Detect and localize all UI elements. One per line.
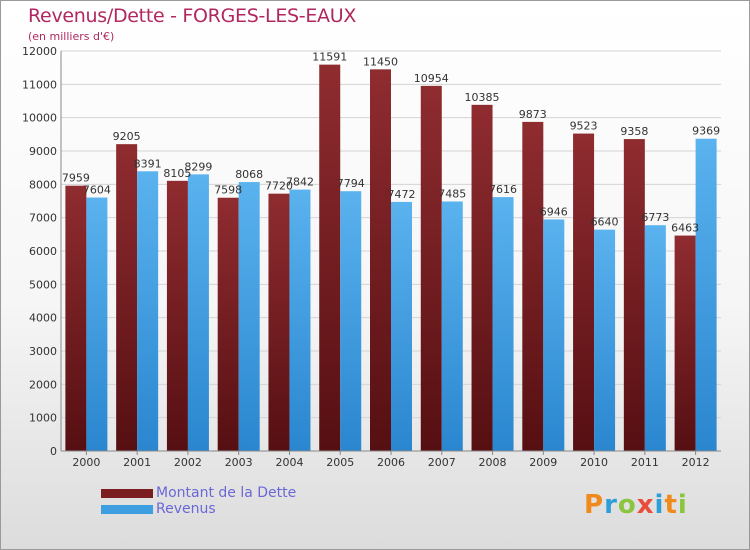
data-label-revenus: 7604: [83, 184, 111, 197]
data-label-dette: 10954: [414, 72, 449, 85]
bar-revenus: [695, 138, 717, 451]
x-tick-label: 2004: [275, 456, 303, 469]
y-tick-label: 0: [50, 445, 57, 458]
x-tick-label: 2003: [225, 456, 253, 469]
legend-swatch-revenus: [101, 505, 153, 514]
x-tick-label: 2008: [479, 456, 507, 469]
data-label-dette: 7959: [62, 172, 90, 185]
data-label-revenus: 8391: [134, 157, 162, 170]
y-tick-label: 12000: [22, 45, 57, 58]
y-tick-label: 4000: [29, 312, 57, 325]
bar-dette: [116, 144, 138, 451]
data-label-revenus: 6640: [591, 216, 619, 229]
legend-label-revenus: Revenus: [156, 501, 216, 517]
y-tick-label: 10000: [22, 112, 57, 125]
x-tick-label: 2007: [428, 456, 456, 469]
data-label-dette: 9523: [570, 120, 598, 133]
y-tick-label: 11000: [22, 78, 57, 91]
bar-dette: [573, 133, 595, 452]
y-tick-label: 5000: [29, 278, 57, 291]
data-label-revenus: 7485: [438, 188, 466, 201]
x-tick-label: 2011: [631, 456, 659, 469]
data-label-revenus: 7472: [388, 188, 416, 201]
bar-dette: [217, 197, 239, 451]
bar-revenus: [289, 189, 311, 451]
x-tick-label: 2009: [529, 456, 557, 469]
x-tick-label: 2010: [580, 456, 608, 469]
bar-revenus: [543, 219, 565, 451]
legend-label-dette: Montant de la Dette: [156, 485, 297, 501]
data-label-dette: 8105: [163, 167, 191, 180]
x-tick-label: 2000: [72, 456, 100, 469]
x-tick-label: 2006: [377, 456, 405, 469]
data-label-revenus: 6946: [540, 205, 568, 218]
y-tick-label: 2000: [29, 378, 57, 391]
y-tick-label: 8000: [29, 178, 57, 191]
bar-dette: [370, 69, 391, 451]
bar-revenus: [594, 229, 616, 451]
x-tick-label: 2012: [682, 456, 710, 469]
chart-subtitle: (en milliers d'€): [28, 30, 115, 43]
data-label-revenus: 7616: [489, 183, 517, 196]
data-label-dette: 9205: [113, 130, 141, 143]
chart-title: Revenus/Dette - FORGES-LES-EAUX: [28, 5, 357, 27]
y-tick-label: 1000: [29, 412, 57, 425]
data-label-revenus: 8299: [184, 160, 212, 173]
x-tick-label: 2005: [326, 456, 354, 469]
bar-dette: [65, 185, 87, 451]
x-tick-label: 2001: [123, 456, 151, 469]
data-label-dette: 9358: [620, 125, 648, 138]
data-label-dette: 10385: [465, 91, 500, 104]
bar-revenus: [187, 174, 209, 451]
legend-swatch-dette: [101, 489, 153, 498]
data-label-dette: 7720: [265, 180, 293, 193]
bar-revenus: [238, 182, 260, 452]
bar-dette: [674, 235, 696, 451]
data-label-revenus: 9369: [692, 125, 720, 138]
y-tick-label: 6000: [29, 245, 57, 258]
data-label-dette: 11591: [312, 51, 347, 64]
y-tick-label: 3000: [29, 345, 57, 358]
bar-dette: [319, 64, 341, 451]
data-label-revenus: 6773: [641, 211, 669, 224]
y-tick-label: 7000: [29, 212, 57, 225]
x-tick-label: 2002: [174, 456, 202, 469]
bar-dette: [268, 193, 290, 451]
data-label-revenus: 7794: [337, 177, 365, 190]
bar-revenus: [441, 201, 463, 451]
bar-revenus: [492, 197, 514, 451]
bar-revenus: [86, 197, 108, 451]
bar-dette: [522, 121, 544, 452]
data-label-revenus: 7842: [286, 176, 314, 189]
data-label-dette: 6463: [671, 222, 699, 235]
data-label-dette: 11450: [363, 55, 398, 68]
data-label-dette: 7598: [214, 184, 242, 197]
bar-dette: [166, 180, 188, 452]
bar-revenus: [340, 191, 362, 451]
y-tick-label: 9000: [29, 145, 57, 158]
bar-dette: [471, 104, 493, 451]
data-label-revenus: 8068: [235, 168, 263, 181]
proxiti-logo: Proxiti: [584, 490, 688, 520]
bar-revenus: [137, 171, 159, 452]
bar-revenus: [644, 225, 666, 451]
bar-revenus: [391, 201, 412, 451]
bar-dette: [420, 85, 442, 451]
bar-dette: [623, 139, 645, 452]
data-label-dette: 9873: [519, 108, 547, 121]
